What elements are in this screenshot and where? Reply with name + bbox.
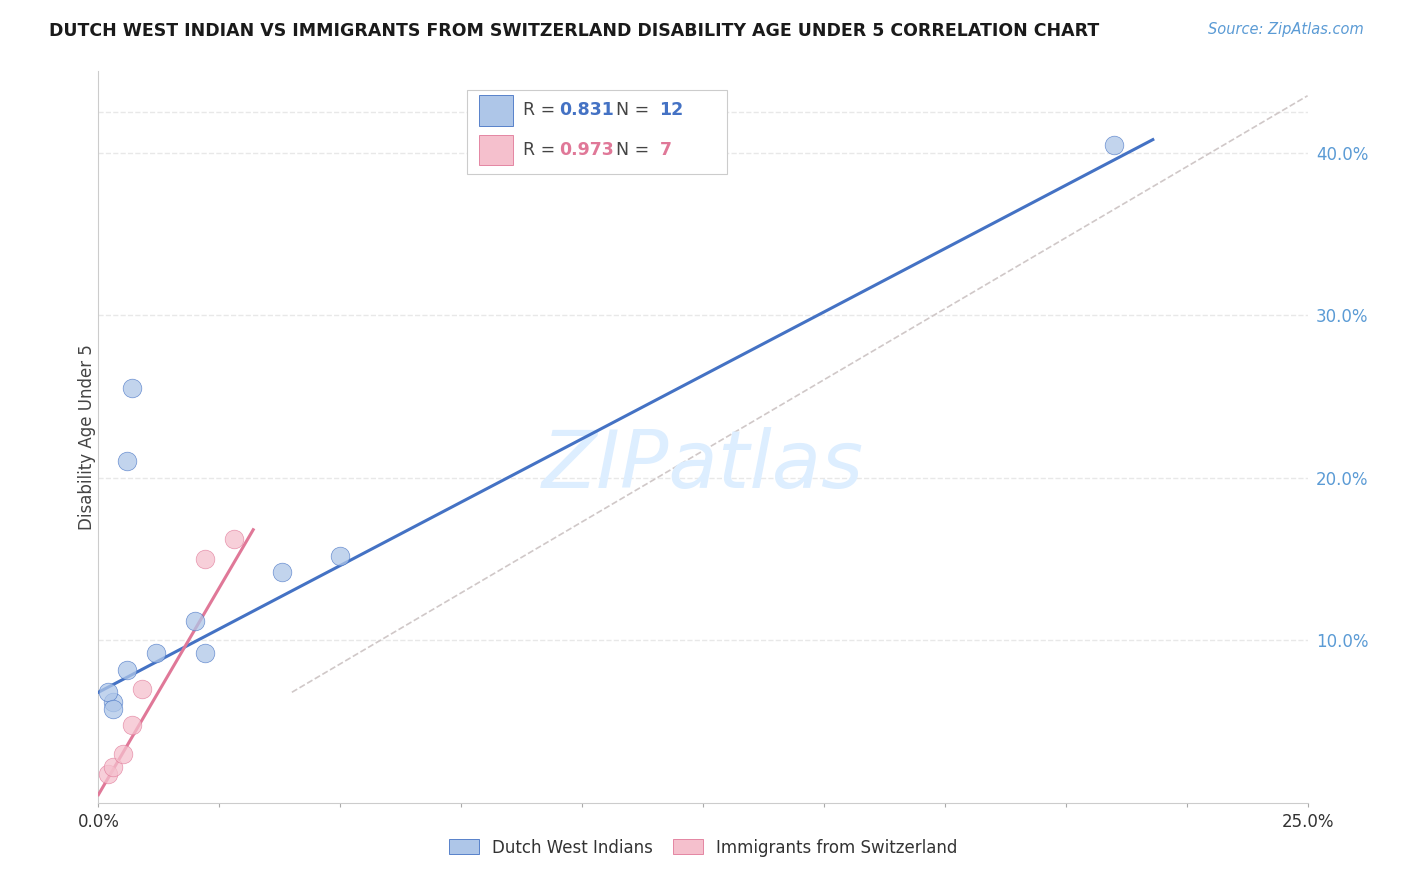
Text: R =: R = <box>523 102 561 120</box>
Point <box>101 760 124 774</box>
FancyBboxPatch shape <box>479 135 513 165</box>
Text: 12: 12 <box>659 102 683 120</box>
Point <box>97 766 120 780</box>
FancyBboxPatch shape <box>479 95 513 126</box>
Text: ZIPatlas: ZIPatlas <box>541 427 865 506</box>
Point <box>194 646 217 660</box>
Point <box>121 381 143 395</box>
Point <box>111 747 134 761</box>
Point <box>117 454 139 468</box>
Text: R =: R = <box>523 141 561 159</box>
Point <box>117 663 139 677</box>
Point <box>121 718 143 732</box>
Text: N =: N = <box>605 102 655 120</box>
Legend: Dutch West Indians, Immigrants from Switzerland: Dutch West Indians, Immigrants from Swit… <box>449 838 957 856</box>
Y-axis label: Disability Age Under 5: Disability Age Under 5 <box>79 344 96 530</box>
Point <box>97 685 120 699</box>
Point <box>329 549 352 563</box>
Text: 0.831: 0.831 <box>560 102 614 120</box>
Point <box>271 565 294 579</box>
Text: Source: ZipAtlas.com: Source: ZipAtlas.com <box>1208 22 1364 37</box>
Point <box>184 614 207 628</box>
Text: DUTCH WEST INDIAN VS IMMIGRANTS FROM SWITZERLAND DISABILITY AGE UNDER 5 CORRELAT: DUTCH WEST INDIAN VS IMMIGRANTS FROM SWI… <box>49 22 1099 40</box>
Text: 7: 7 <box>659 141 672 159</box>
Point <box>194 552 217 566</box>
Text: 0.973: 0.973 <box>560 141 614 159</box>
Point <box>1102 137 1125 152</box>
Point <box>131 681 153 696</box>
Point <box>101 701 124 715</box>
Point <box>101 695 124 709</box>
Text: N =: N = <box>605 141 655 159</box>
FancyBboxPatch shape <box>467 90 727 174</box>
Point <box>222 533 245 547</box>
Point <box>145 646 167 660</box>
